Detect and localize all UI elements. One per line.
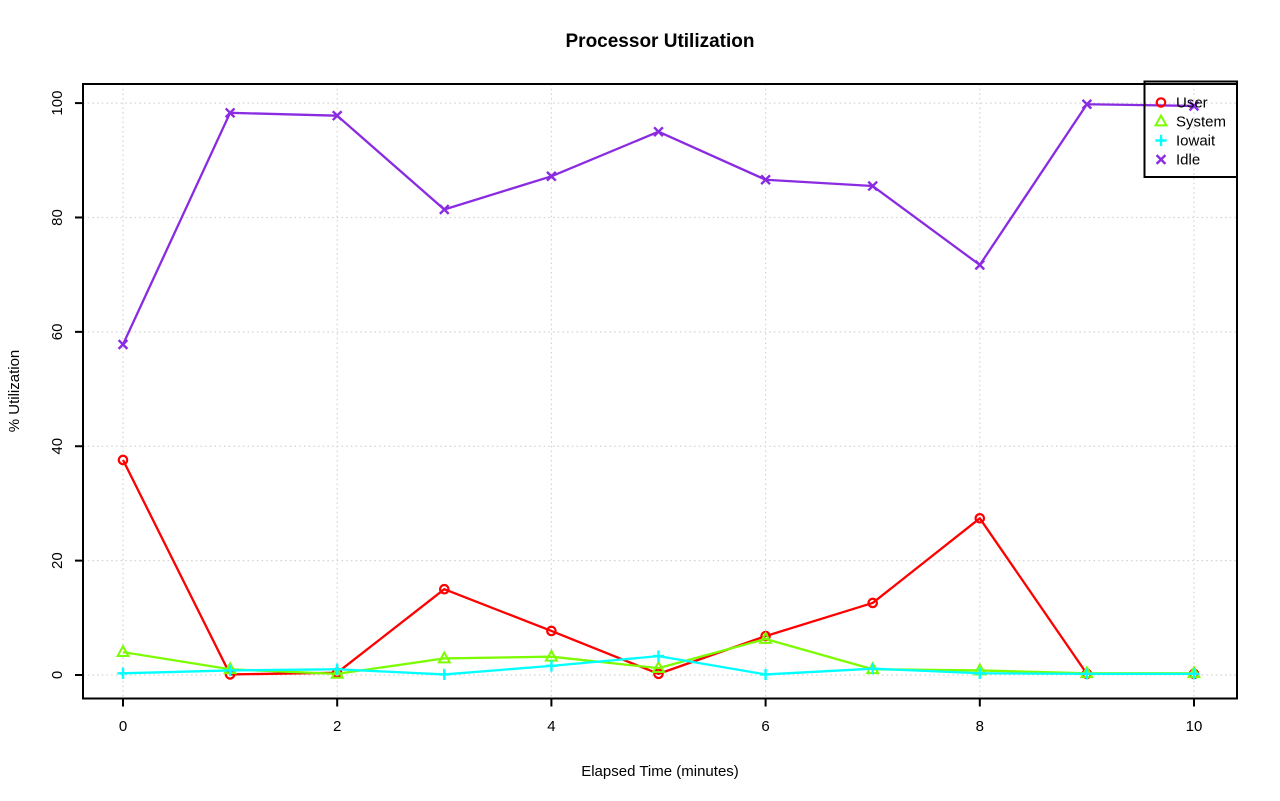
marker-user-4 xyxy=(546,625,557,637)
plot-border xyxy=(82,83,1238,700)
legend: User System Iowait Idle xyxy=(1143,80,1238,178)
y-tick-label: 60 xyxy=(49,324,66,341)
legend-label: Iowait xyxy=(1176,133,1216,150)
system-legend-icon xyxy=(1153,113,1169,127)
marker-idle-6 xyxy=(760,174,771,185)
user-legend-icon xyxy=(1155,97,1167,108)
marker-idle-7 xyxy=(867,180,878,192)
legend-label: Idle xyxy=(1176,152,1200,169)
marker-idle-1 xyxy=(224,107,236,119)
marker-idle-3 xyxy=(439,204,450,215)
marker-iowait-2 xyxy=(331,663,343,675)
marker-iowait-7 xyxy=(867,663,879,675)
marker-iowait-5 xyxy=(652,650,665,662)
x-tick-label: 6 xyxy=(761,718,769,735)
y-tick-label: 40 xyxy=(49,438,66,455)
legend-label: User xyxy=(1176,95,1208,112)
y-axis-label: % Utilization xyxy=(6,350,23,433)
series-idle xyxy=(117,98,1200,350)
marker-system-2 xyxy=(330,665,345,679)
marker-idle-8 xyxy=(974,259,986,271)
marker-system-3 xyxy=(437,650,452,664)
marker-iowait-6 xyxy=(760,668,772,681)
x-axis-label: Elapsed Time (minutes) xyxy=(581,763,739,780)
x-tick-label: 4 xyxy=(547,718,555,735)
marker-idle-10 xyxy=(1188,100,1200,112)
legend-item-iowait: Iowait xyxy=(1155,133,1216,150)
marker-idle-2 xyxy=(331,110,343,121)
marker-iowait-3 xyxy=(438,668,450,681)
y-tick-label: 100 xyxy=(49,91,66,116)
iowait-legend-icon xyxy=(1155,134,1167,147)
marker-idle-9 xyxy=(1081,98,1093,110)
marker-user-8 xyxy=(974,512,986,524)
legend-item-user: User xyxy=(1155,95,1208,112)
marker-iowait-10 xyxy=(1188,668,1200,680)
marker-iowait-1 xyxy=(224,664,236,677)
marker-iowait-8 xyxy=(974,667,986,679)
legend-item-system: System xyxy=(1153,113,1226,131)
legend-label: System xyxy=(1176,114,1226,131)
marker-idle-4 xyxy=(546,171,557,182)
marker-idle-0 xyxy=(117,339,129,350)
legend-item-idle: Idle xyxy=(1155,152,1200,169)
marker-user-0 xyxy=(117,454,129,466)
marker-user-7 xyxy=(867,597,878,609)
marker-system-6 xyxy=(758,630,773,644)
x-tick-label: 2 xyxy=(333,718,341,735)
marker-iowait-9 xyxy=(1081,668,1093,680)
marker-system-5 xyxy=(651,660,666,674)
legend-box xyxy=(1143,80,1238,178)
y-tick-label: 0 xyxy=(49,671,66,679)
series-system xyxy=(115,630,1202,679)
x-tick-label: 0 xyxy=(119,718,127,735)
line-system xyxy=(122,637,1194,676)
chart-title: Processor Utilization xyxy=(566,31,755,52)
marker-user-5 xyxy=(653,668,664,680)
x-tick-label: 8 xyxy=(976,718,984,735)
marker-iowait-0 xyxy=(117,667,129,679)
idle-legend-icon xyxy=(1155,154,1167,165)
marker-iowait-4 xyxy=(545,660,557,672)
y-tick-label: 20 xyxy=(49,552,66,569)
y-tick-label: 80 xyxy=(49,209,66,226)
marker-system-0 xyxy=(115,644,131,658)
marker-idle-5 xyxy=(653,126,664,137)
marker-user-3 xyxy=(438,583,450,595)
axis-ticks xyxy=(75,102,1195,707)
series-iowait xyxy=(117,650,1200,681)
x-tick-label: 10 xyxy=(1186,718,1203,735)
